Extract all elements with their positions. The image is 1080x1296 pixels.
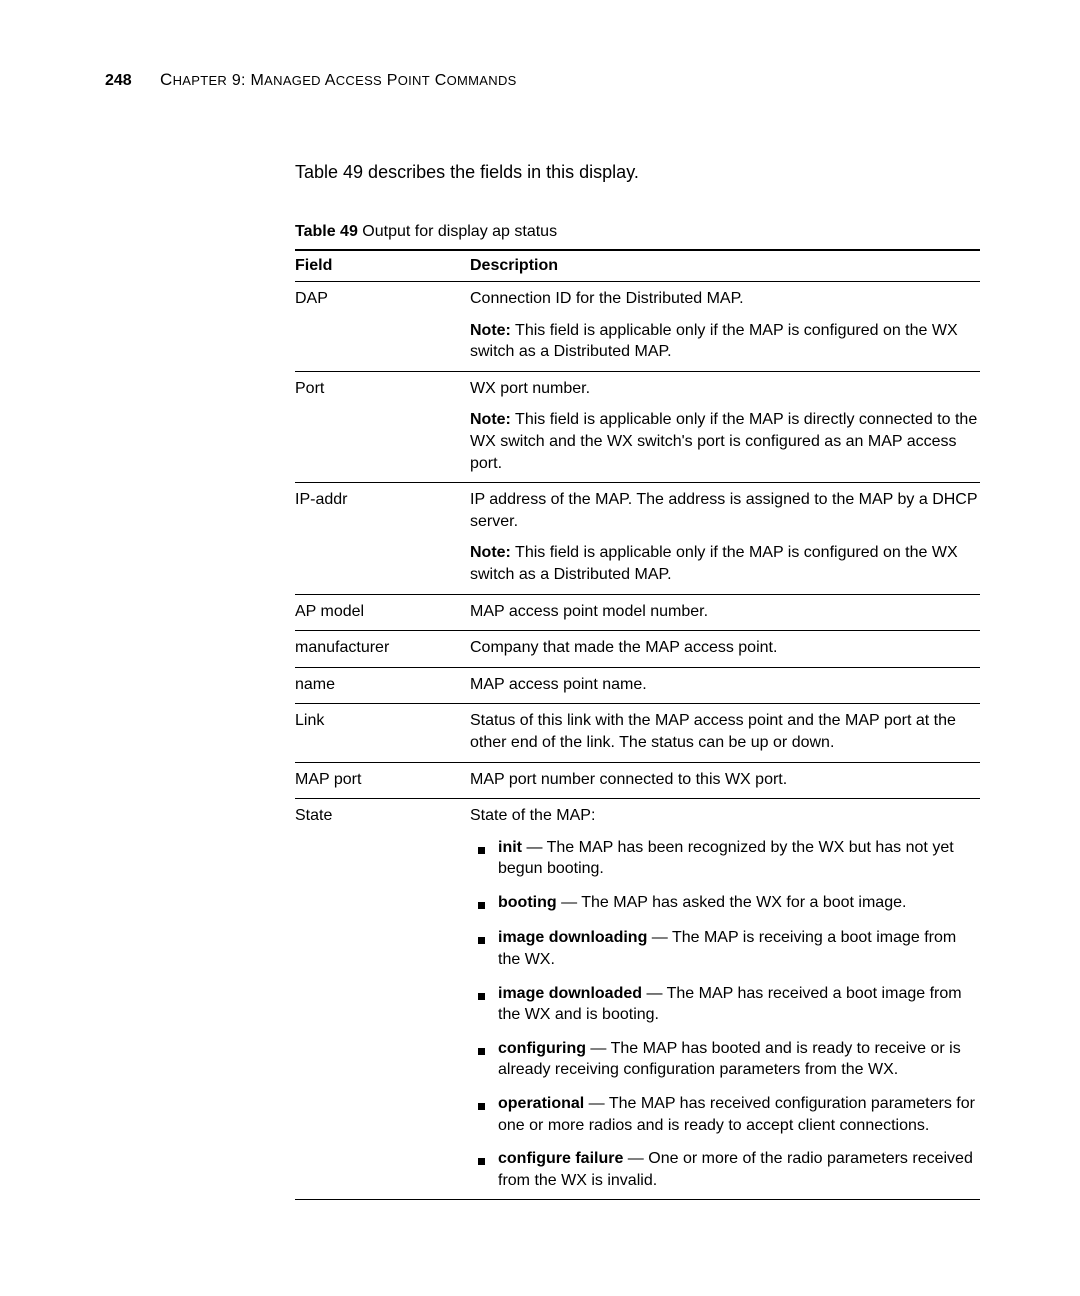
running-header: 248 CHAPTER 9: MANAGED ACCESS POINT COMM… xyxy=(105,70,980,90)
table-row: Port WX port number. Note: This field is… xyxy=(295,371,980,482)
table-row: State State of the MAP: init — The MAP h… xyxy=(295,799,980,1200)
field-cell: Port xyxy=(295,371,470,482)
field-cell: manufacturer xyxy=(295,631,470,668)
table-label: Table 49 xyxy=(295,223,358,240)
field-cell: IP-addr xyxy=(295,483,470,594)
table-row: manufacturer Company that made the MAP a… xyxy=(295,631,980,668)
list-item: image downloading — The MAP is receiving… xyxy=(470,927,980,970)
list-item: configuring — The MAP has booted and is … xyxy=(470,1038,980,1081)
table-row: name MAP access point name. xyxy=(295,667,980,704)
bullet-icon xyxy=(470,1038,498,1081)
table-row: MAP port MAP port number connected to th… xyxy=(295,762,980,799)
page-container: 248 CHAPTER 9: MANAGED ACCESS POINT COMM… xyxy=(0,0,1080,1240)
desc-note: Note: This field is applicable only if t… xyxy=(470,320,980,363)
content-area: Table 49 describes the fields in this di… xyxy=(295,162,980,1200)
bullet-icon xyxy=(470,927,498,970)
field-cell: DAP xyxy=(295,282,470,372)
desc-cell: Company that made the MAP access point. xyxy=(470,631,980,668)
output-table: Field Description DAP Connection ID for … xyxy=(295,249,980,1200)
desc-note: Note: This field is applicable only if t… xyxy=(470,409,980,474)
desc-cell: State of the MAP: init — The MAP has bee… xyxy=(470,799,980,1200)
table-title: Output for display ap status xyxy=(358,223,557,240)
bullet-icon xyxy=(470,983,498,1026)
bullet-icon xyxy=(470,1148,498,1191)
table-row: DAP Connection ID for the Distributed MA… xyxy=(295,282,980,372)
field-cell: AP model xyxy=(295,594,470,631)
bullet-icon xyxy=(470,1093,498,1136)
field-cell: MAP port xyxy=(295,762,470,799)
bullet-icon xyxy=(470,837,498,880)
table-row: AP model MAP access point model number. xyxy=(295,594,980,631)
chapter-title: CHAPTER 9: MANAGED ACCESS POINT COMMANDS xyxy=(160,70,517,90)
list-item: image downloaded — The MAP has received … xyxy=(470,983,980,1026)
intro-text: Table 49 describes the fields in this di… xyxy=(295,162,980,183)
field-cell: Link xyxy=(295,704,470,762)
page-number: 248 xyxy=(105,72,160,90)
list-item: configure failure — One or more of the r… xyxy=(470,1148,980,1191)
desc-text: State of the MAP: xyxy=(470,805,980,827)
desc-text: Connection ID for the Distributed MAP. xyxy=(470,288,980,310)
list-item: init — The MAP has been recognized by th… xyxy=(470,837,980,880)
desc-note: Note: This field is applicable only if t… xyxy=(470,542,980,585)
desc-cell: IP address of the MAP. The address is as… xyxy=(470,483,980,594)
list-item: booting — The MAP has asked the WX for a… xyxy=(470,892,980,916)
desc-cell: MAP port number connected to this WX por… xyxy=(470,762,980,799)
list-item: operational — The MAP has received confi… xyxy=(470,1093,980,1136)
desc-text: IP address of the MAP. The address is as… xyxy=(470,489,980,532)
table-row: IP-addr IP address of the MAP. The addre… xyxy=(295,483,980,594)
desc-text: WX port number. xyxy=(470,378,980,400)
desc-cell: Connection ID for the Distributed MAP. N… xyxy=(470,282,980,372)
header-field: Field xyxy=(295,250,470,282)
field-cell: State xyxy=(295,799,470,1200)
field-cell: name xyxy=(295,667,470,704)
desc-cell: Status of this link with the MAP access … xyxy=(470,704,980,762)
bullet-icon xyxy=(470,892,498,916)
table-header-row: Field Description xyxy=(295,250,980,282)
state-list: init — The MAP has been recognized by th… xyxy=(470,837,980,1192)
table-caption: Table 49 Output for display ap status xyxy=(295,223,980,241)
header-description: Description xyxy=(470,250,980,282)
table-row: Link Status of this link with the MAP ac… xyxy=(295,704,980,762)
desc-cell: MAP access point name. xyxy=(470,667,980,704)
desc-cell: WX port number. Note: This field is appl… xyxy=(470,371,980,482)
desc-cell: MAP access point model number. xyxy=(470,594,980,631)
